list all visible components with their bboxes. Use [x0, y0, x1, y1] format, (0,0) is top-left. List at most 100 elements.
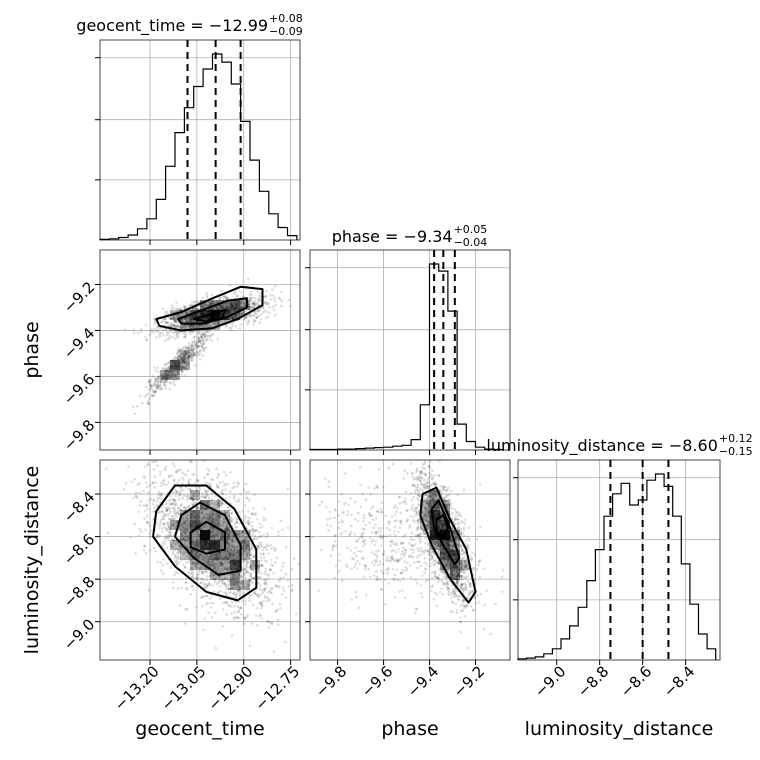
- scatter-point: [249, 302, 253, 306]
- scatter-point: [169, 544, 173, 547]
- scatter-point: [442, 575, 446, 579]
- scatter-point: [202, 340, 206, 344]
- scatter-point: [388, 533, 392, 537]
- scatter-point: [190, 349, 194, 353]
- scatter-point: [166, 562, 169, 565]
- scatter-point: [197, 345, 201, 348]
- scatter-point: [167, 370, 170, 373]
- scatter-point: [165, 508, 169, 512]
- scatter-point: [207, 484, 211, 487]
- scatter-point: [256, 565, 260, 568]
- scatter-point: [138, 534, 141, 537]
- scatter-point: [353, 518, 357, 521]
- scatter-point: [205, 584, 208, 587]
- scatter-point: [166, 377, 169, 380]
- scatter-point: [258, 546, 261, 550]
- scatter-point: [200, 324, 203, 327]
- scatter-point: [143, 395, 146, 399]
- scatter-point: [173, 520, 176, 524]
- scatter-point: [251, 568, 254, 571]
- scatter-point: [182, 332, 186, 336]
- scatter-point: [222, 557, 225, 561]
- scatter-point: [258, 569, 261, 573]
- scatter-point: [207, 499, 211, 503]
- scatter-point: [217, 503, 220, 507]
- scatter-point: [183, 326, 186, 329]
- scatter-point: [270, 621, 274, 624]
- scatter-point: [161, 374, 165, 378]
- scatter-point: [193, 482, 196, 485]
- scatter-point: [228, 490, 232, 493]
- scatter-point: [226, 552, 230, 555]
- scatter-point: [191, 561, 194, 565]
- scatter-point: [144, 465, 147, 468]
- scatter-point: [218, 584, 222, 588]
- scatter-point: [190, 489, 194, 492]
- scatter-point: [241, 531, 245, 534]
- scatter-point: [231, 324, 235, 327]
- scatter-point: [153, 327, 157, 331]
- scatter-point: [267, 576, 270, 580]
- scatter-point: [248, 528, 252, 532]
- scatter-point: [188, 355, 191, 358]
- scatter-point: [257, 595, 261, 599]
- scatter-point: [233, 522, 236, 526]
- scatter-point: [163, 371, 167, 374]
- scatter-point: [228, 581, 232, 584]
- scatter-point: [163, 468, 166, 472]
- scatter-point: [194, 345, 198, 349]
- scatter-point: [235, 580, 239, 584]
- scatter-point: [220, 561, 223, 565]
- scatter-point: [166, 371, 169, 374]
- scatter-point: [236, 548, 240, 552]
- scatter-point: [254, 528, 258, 532]
- scatter-point: [224, 561, 227, 564]
- scatter-point: [183, 306, 187, 310]
- scatter-point: [187, 480, 191, 483]
- scatter-point: [166, 310, 169, 314]
- scatter-point: [135, 495, 138, 499]
- scatter-point: [286, 487, 290, 491]
- scatter-point: [180, 504, 183, 508]
- scatter-point: [182, 522, 186, 525]
- scatter-point: [200, 505, 204, 509]
- scatter-point: [237, 500, 241, 503]
- scatter-point: [184, 516, 188, 519]
- scatter-point: [219, 321, 223, 325]
- scatter-point: [210, 537, 213, 540]
- scatter-point: [244, 491, 248, 494]
- scatter-point: [248, 313, 252, 316]
- scatter-point: [207, 560, 210, 563]
- scatter-point: [192, 502, 196, 505]
- scatter-point: [155, 329, 159, 332]
- scatter-point: [416, 547, 420, 550]
- scatter-point: [271, 602, 274, 605]
- scatter-point: [160, 509, 164, 513]
- scatter-point: [161, 378, 164, 381]
- scatter-point: [209, 333, 213, 337]
- scatter-point: [202, 333, 206, 337]
- scatter-point: [274, 610, 278, 613]
- scatter-point: [234, 529, 237, 532]
- scatter-point: [199, 581, 202, 585]
- scatter-point: [195, 506, 199, 510]
- scatter-point: [206, 325, 209, 328]
- scatter-point: [254, 537, 257, 541]
- scatter-point: [221, 625, 225, 628]
- scatter-point: [185, 586, 188, 590]
- scatter-point: [202, 333, 205, 337]
- scatter-point: [199, 307, 203, 310]
- scatter-point: [213, 566, 216, 569]
- scatter-point: [176, 371, 180, 374]
- scatter-point: [220, 306, 223, 310]
- scatter-point: [149, 384, 153, 388]
- scatter-point: [166, 362, 169, 365]
- scatter-point: [387, 523, 391, 526]
- scatter-point: [218, 502, 222, 505]
- grid: [518, 460, 720, 660]
- scatter-point: [246, 519, 250, 523]
- scatter-point: [260, 563, 263, 567]
- scatter-point: [221, 298, 225, 302]
- scatter-point: [184, 359, 188, 363]
- scatter-point: [170, 502, 173, 506]
